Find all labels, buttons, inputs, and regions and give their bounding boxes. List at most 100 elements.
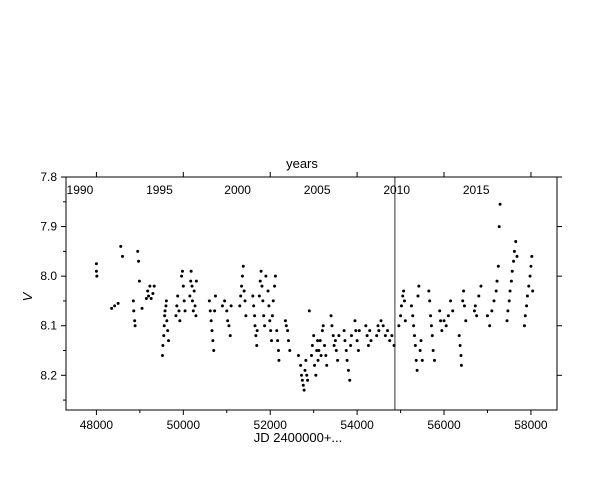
data-point <box>277 358 281 362</box>
data-point <box>94 262 98 266</box>
data-point <box>510 269 514 273</box>
data-point <box>509 279 513 283</box>
data-point <box>260 284 264 288</box>
data-point <box>488 324 492 328</box>
data-point <box>449 299 453 303</box>
data-point <box>345 358 349 362</box>
data-point <box>325 363 329 367</box>
data-point <box>304 358 308 362</box>
data-point <box>473 304 477 308</box>
data-point <box>161 344 165 348</box>
data-point <box>241 264 245 268</box>
data-point <box>522 324 526 328</box>
data-point <box>258 279 262 283</box>
data-point <box>213 309 217 313</box>
data-point <box>355 339 359 343</box>
data-point <box>137 259 141 263</box>
data-point <box>344 349 348 353</box>
data-point <box>457 334 461 338</box>
data-point <box>253 314 257 318</box>
data-point <box>307 309 311 313</box>
data-point <box>366 344 370 348</box>
data-point <box>485 314 489 318</box>
data-point <box>419 339 423 343</box>
data-point <box>376 324 380 328</box>
data-point <box>417 284 421 288</box>
data-point <box>310 344 314 348</box>
data-point <box>507 299 511 303</box>
data-point <box>276 349 280 353</box>
data-point <box>110 306 114 310</box>
data-point <box>223 299 227 303</box>
data-point <box>193 304 197 308</box>
data-point <box>320 329 324 333</box>
data-point <box>379 319 383 323</box>
data-point <box>403 319 407 323</box>
y-tick-label: 7.8 <box>40 170 57 184</box>
top-axis-title: years <box>286 156 318 171</box>
data-point <box>411 314 415 318</box>
data-point <box>458 344 462 348</box>
data-point <box>313 363 317 367</box>
data-point <box>176 294 180 298</box>
data-point <box>512 259 516 263</box>
data-point <box>444 324 448 328</box>
data-point <box>239 294 243 298</box>
data-point <box>300 378 304 382</box>
data-point <box>183 309 187 313</box>
data-point <box>492 299 496 303</box>
x-axis-title: JD 2400000+... <box>254 430 343 445</box>
data-point <box>252 304 256 308</box>
data-point <box>162 334 166 338</box>
year-labels: 1990 1995 2000 2005 2010 2015 <box>67 183 490 197</box>
data-point <box>207 299 211 303</box>
data-point <box>348 378 352 382</box>
data-point <box>194 279 198 283</box>
data-point <box>428 299 432 303</box>
data-point <box>273 274 277 278</box>
data-point <box>414 358 418 362</box>
data-point <box>166 329 170 333</box>
data-point <box>244 314 248 318</box>
data-point <box>133 324 137 328</box>
data-point <box>321 324 325 328</box>
data-point <box>415 368 419 372</box>
data-point <box>392 344 396 348</box>
data-point <box>353 319 357 323</box>
data-point <box>152 284 156 288</box>
data-point <box>165 319 169 323</box>
data-point <box>268 319 272 323</box>
data-point <box>227 324 231 328</box>
data-point <box>151 292 155 295</box>
data-point <box>318 339 322 343</box>
data-point <box>94 269 98 273</box>
data-point <box>432 358 436 362</box>
data-point <box>429 324 433 328</box>
data-point <box>365 334 369 338</box>
data-point <box>329 314 333 318</box>
data-point <box>529 264 533 268</box>
data-point <box>399 304 403 308</box>
data-point <box>302 388 306 392</box>
data-point <box>178 319 182 323</box>
data-point <box>220 304 224 308</box>
data-point <box>270 339 274 343</box>
data-point <box>147 294 151 298</box>
data-point <box>530 254 534 258</box>
data-point <box>337 334 341 338</box>
data-point <box>314 373 318 377</box>
data-point <box>316 358 320 362</box>
data-point <box>113 304 117 308</box>
data-point <box>146 289 150 293</box>
data-point <box>212 349 216 353</box>
data-point <box>369 339 373 343</box>
data-point <box>253 324 257 328</box>
y-axis-title: V <box>20 291 35 301</box>
data-point <box>464 319 468 323</box>
data-point <box>438 309 442 313</box>
data-point <box>133 319 137 323</box>
year-label: 2010 <box>383 183 410 197</box>
data-point <box>120 254 124 258</box>
y-tick-label: 8.1 <box>40 319 57 333</box>
data-point <box>262 314 266 318</box>
